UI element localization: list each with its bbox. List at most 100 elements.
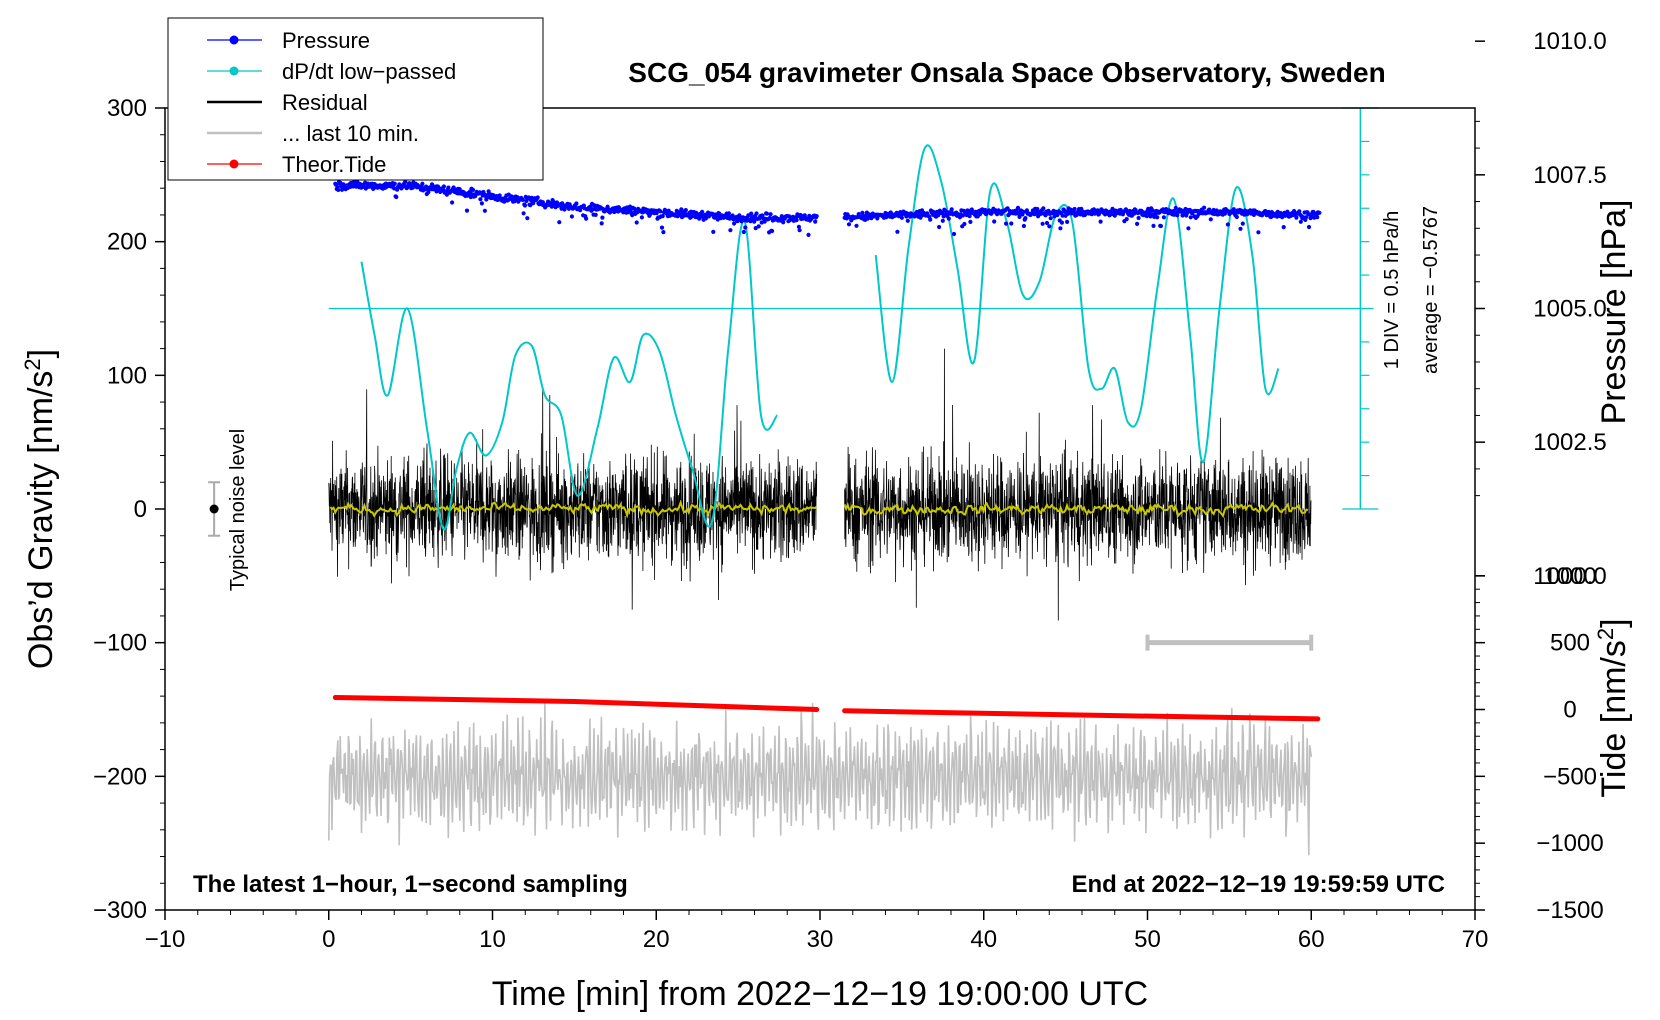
noise-level-dot: [209, 504, 219, 514]
pressure-point: [599, 221, 604, 226]
pressure-point: [1155, 215, 1160, 220]
residual-line-0: [328, 387, 818, 610]
x-tick-label: 70: [1462, 926, 1489, 953]
x-tick-label: 0: [322, 926, 335, 953]
pressure-point: [726, 211, 732, 216]
pressure-point: [1136, 215, 1141, 221]
tide-tick-label: −500: [1543, 763, 1597, 790]
pressure-point: [756, 224, 761, 229]
pressure-point: [1240, 221, 1245, 226]
pressure-point: [470, 187, 476, 192]
tide-tick-label: 0: [1563, 697, 1576, 724]
pressure-point: [446, 185, 451, 190]
pressure-point: [875, 216, 880, 221]
pressure-point: [464, 208, 470, 213]
tide-tick-label: 1000: [1543, 563, 1596, 590]
pressure-point: [1298, 219, 1303, 224]
pressure-point: [846, 222, 852, 227]
pressure-point: [593, 212, 598, 217]
note-right: End at 2022−12−19 19:59:59 UTC: [1071, 871, 1445, 898]
pressure-point: [394, 194, 399, 200]
pressure-tick-label: 1002.5: [1533, 429, 1606, 456]
pressure-point: [732, 221, 737, 226]
pressure-point: [1315, 215, 1320, 220]
pressure-point: [749, 211, 754, 216]
pressure-point: [1065, 219, 1070, 224]
pressure-point: [1047, 224, 1052, 229]
pressure-point: [1225, 222, 1230, 227]
pressure-point: [392, 181, 397, 186]
pressure-point: [661, 230, 666, 235]
pressure-point: [940, 211, 945, 216]
pressure-point: [1202, 205, 1207, 210]
pressure-point: [1124, 217, 1129, 222]
dpdt-line-1: [874, 144, 1280, 464]
pressure-point: [478, 197, 483, 202]
pressure-point: [1175, 213, 1180, 218]
pressure-point: [1150, 208, 1155, 213]
note-left: The latest 1−hour, 1−second sampling: [193, 871, 628, 898]
legend: Pressure dP/dt low−passed Residual ... last…: [207, 28, 456, 177]
pressure-point: [854, 223, 859, 228]
pressure-tick-label: 1000.0: [1533, 563, 1606, 590]
pressure-point: [797, 228, 802, 233]
pressure-point: [659, 225, 665, 230]
tide-tick-label: −1500: [1536, 897, 1603, 924]
pressure-point: [794, 218, 799, 223]
pressure-series: [333, 178, 1322, 237]
pressure-point: [741, 229, 746, 235]
pressure-point: [928, 217, 933, 222]
x-tick-label: 40: [970, 926, 997, 953]
pressure-point: [977, 212, 983, 217]
pressure-point: [1135, 221, 1140, 226]
pressure-point: [1256, 230, 1261, 235]
theor-tide-line-0: [332, 695, 820, 712]
pressure-point: [967, 214, 972, 219]
axes: −10 0 10 20 30 40 50 60 703002001000−100−200−300…: [93, 28, 1607, 953]
dpdt-average-label: average = −0.5767: [1420, 206, 1442, 374]
pressure-point: [813, 219, 818, 224]
pressure-point: [1060, 213, 1065, 218]
y-left-tick-label: 100: [107, 362, 147, 389]
pressure-point: [1072, 206, 1077, 212]
noise-level-label: Typical noise level: [227, 429, 249, 591]
pressure-point: [1041, 206, 1046, 211]
pressure-point: [700, 209, 705, 214]
pressure-point: [1173, 205, 1178, 211]
dpdt-scale-label: 1 DIV = 0.5 hPa/h: [1381, 211, 1403, 369]
last-10-min-series: [328, 701, 1313, 856]
tide-tick-label: 500: [1550, 630, 1590, 657]
pressure-point: [768, 212, 773, 217]
pressure-point: [899, 215, 905, 220]
pressure-point: [895, 229, 900, 234]
pressure-point: [479, 201, 484, 206]
pressure-point: [711, 229, 716, 234]
pressure-point: [584, 216, 589, 221]
pressure-point: [336, 187, 341, 192]
pressure-point: [683, 208, 688, 213]
pressure-point: [1017, 214, 1022, 219]
pressure-point: [658, 209, 663, 214]
pressure-point: [660, 214, 665, 219]
pressure-point: [764, 211, 770, 216]
pressure-point: [1158, 223, 1163, 229]
legend-marker: [229, 66, 239, 76]
pressure-point: [770, 228, 775, 234]
pressure-point: [905, 218, 910, 223]
x-tick-label: 10: [479, 926, 506, 953]
legend-label: Residual: [282, 90, 368, 115]
pressure-point: [940, 218, 945, 223]
pressure-point: [1238, 226, 1243, 231]
pressure-point: [482, 208, 487, 213]
pressure-point: [1044, 220, 1050, 226]
pressure-point: [1059, 220, 1064, 225]
pressure-point: [767, 215, 772, 221]
legend-label: Theor.Tide: [282, 152, 386, 177]
pressure-tick-label: 1007.5: [1533, 162, 1606, 189]
y-left-tick-label: 0: [134, 496, 147, 523]
pressure-point: [420, 181, 425, 186]
pressure-point: [1297, 209, 1302, 214]
legend-box: [167, 17, 544, 181]
pressure-point: [798, 212, 803, 218]
pressure-point: [1208, 217, 1213, 222]
